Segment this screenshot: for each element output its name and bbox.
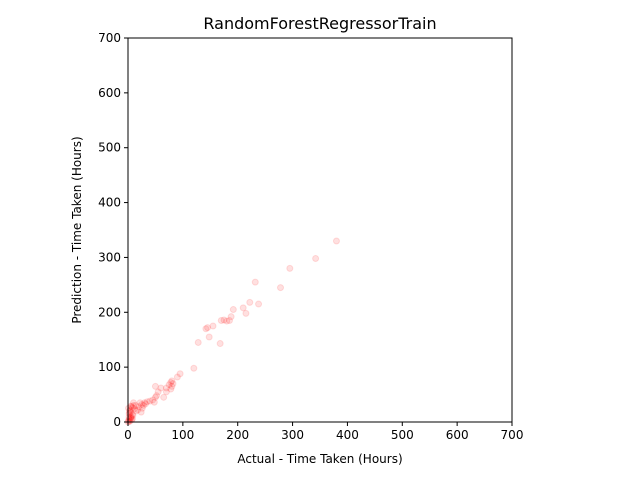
y-tick-label: 400: [98, 196, 121, 210]
data-point: [150, 398, 158, 406]
data-point: [129, 399, 137, 407]
data-point: [126, 406, 134, 414]
data-point: [286, 264, 294, 272]
data-point: [128, 404, 136, 412]
data-point: [128, 410, 136, 418]
data-point: [138, 400, 146, 408]
y-axis-label: Prediction - Time Taken (Hours): [70, 136, 84, 323]
data-point: [129, 402, 137, 410]
data-point: [153, 392, 161, 400]
data-point: [165, 381, 173, 389]
data-point: [194, 338, 202, 346]
x-axis-ticks: 0 100 200 300 400 500 600 700: [124, 422, 523, 442]
data-point: [139, 402, 147, 410]
x-tick-label: 0: [124, 428, 132, 442]
data-point: [255, 300, 263, 308]
data-point: [154, 388, 162, 396]
data-point: [209, 322, 217, 330]
data-point: [132, 407, 140, 415]
data-point: [135, 403, 143, 411]
data-point: [312, 255, 320, 263]
y-tick-label: 100: [98, 360, 121, 374]
data-point: [168, 377, 176, 385]
data-point: [143, 398, 151, 406]
x-tick-label: 200: [226, 428, 249, 442]
data-point: [140, 399, 148, 407]
y-tick-label: 300: [98, 250, 121, 264]
x-tick-label: 600: [446, 428, 469, 442]
y-tick-label: 700: [98, 31, 121, 45]
x-tick-label: 300: [281, 428, 304, 442]
data-point: [160, 393, 168, 401]
data-point: [173, 373, 181, 381]
data-point: [128, 416, 136, 424]
y-axis-ticks: 0 100 200 300 400 500 600 700: [98, 31, 128, 429]
data-point: [137, 408, 145, 416]
data-point: [134, 406, 142, 414]
data-point: [146, 397, 154, 405]
y-tick-label: 0: [113, 415, 121, 429]
data-point: [217, 317, 225, 325]
data-point: [205, 333, 213, 341]
data-point: [129, 411, 137, 419]
x-tick-label: 100: [171, 428, 194, 442]
data-point: [332, 237, 340, 245]
data-point: [167, 385, 175, 393]
data-point: [167, 379, 175, 387]
y-tick-label: 200: [98, 305, 121, 319]
data-point: [142, 400, 150, 408]
data-point: [246, 298, 254, 306]
x-axis-label: Actual - Time Taken (Hours): [237, 452, 402, 466]
data-point: [151, 382, 159, 390]
data-point: [125, 404, 133, 412]
x-tick-label: 400: [336, 428, 359, 442]
chart-title: RandomForestRegressorTrain: [203, 14, 436, 33]
data-point: [277, 284, 285, 292]
data-point: [157, 384, 165, 392]
data-point: [132, 402, 140, 410]
data-point: [202, 325, 210, 333]
data-point: [190, 364, 198, 372]
data-point: [151, 393, 159, 401]
data-point: [227, 313, 235, 321]
data-point: [251, 278, 259, 286]
x-tick-label: 500: [391, 428, 414, 442]
data-point: [169, 380, 177, 388]
data-point: [242, 309, 250, 317]
y-tick-label: 600: [98, 86, 121, 100]
data-points: [124, 237, 340, 426]
data-point: [229, 306, 237, 314]
data-point: [176, 370, 184, 378]
data-point: [131, 405, 139, 413]
data-point: [225, 317, 233, 325]
data-point: [162, 388, 170, 396]
y-tick-label: 500: [98, 141, 121, 155]
data-point: [220, 316, 228, 324]
data-point: [136, 399, 144, 407]
plot-frame: [127, 37, 513, 423]
data-point: [149, 396, 157, 404]
data-point: [223, 317, 231, 325]
data-point: [239, 304, 247, 312]
data-point: [216, 340, 224, 348]
data-point: [168, 382, 176, 390]
data-point: [162, 384, 170, 392]
data-point: [204, 324, 212, 332]
x-tick-label: 700: [501, 428, 524, 442]
data-point: [138, 404, 146, 412]
